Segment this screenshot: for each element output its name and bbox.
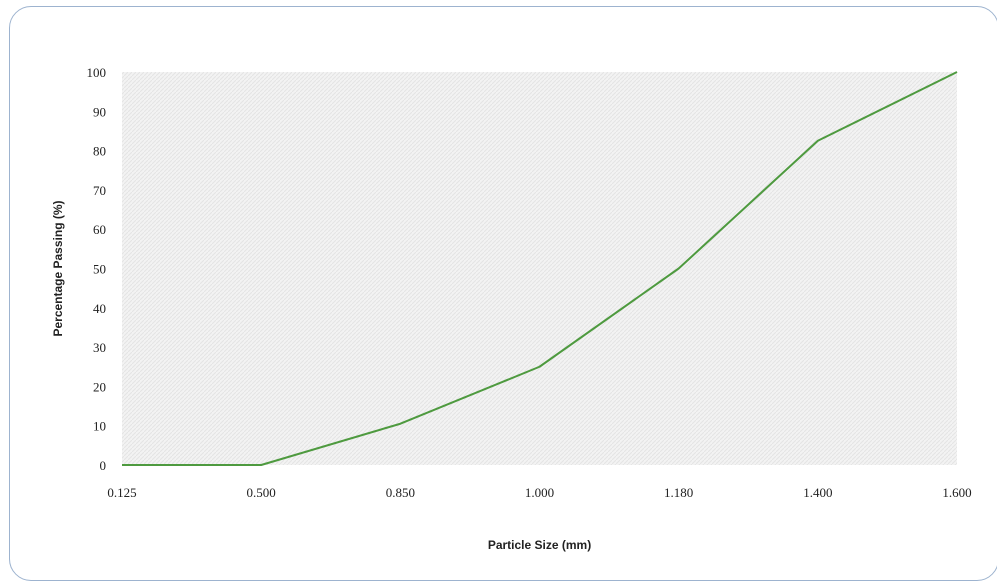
y-tick-label: 20 (93, 379, 106, 394)
plot-area (122, 72, 957, 465)
x-tick-label: 1.180 (664, 485, 693, 500)
x-axis-title: Particle Size (mm) (488, 538, 591, 552)
y-tick-label: 30 (93, 340, 106, 355)
series-line (122, 71, 958, 466)
x-tick-label: 1.600 (942, 485, 971, 500)
y-tick-label: 100 (87, 65, 107, 80)
x-tick-label: 0.850 (386, 485, 415, 500)
y-axis-ticks: 0 10 20 30 40 50 60 70 80 90 100 (87, 65, 107, 473)
y-tick-label: 70 (93, 183, 106, 198)
x-tick-label: 1.000 (525, 485, 554, 500)
x-tick-label: 0.500 (247, 485, 276, 500)
series-layer (122, 71, 958, 466)
y-tick-label: 40 (93, 301, 106, 316)
y-tick-label: 60 (93, 222, 106, 237)
y-tick-label: 0 (100, 458, 107, 473)
x-tick-label: 0.125 (107, 485, 136, 500)
y-tick-label: 10 (93, 419, 106, 434)
x-axis-ticks: 0.125 0.500 0.850 1.000 1.180 1.400 1.600 (107, 485, 971, 500)
x-tick-label: 1.400 (803, 485, 832, 500)
y-tick-label: 80 (93, 144, 106, 159)
y-axis-title: Percentage Passing (%) (51, 200, 65, 336)
y-tick-label: 90 (93, 104, 106, 119)
y-tick-label: 50 (93, 262, 106, 277)
